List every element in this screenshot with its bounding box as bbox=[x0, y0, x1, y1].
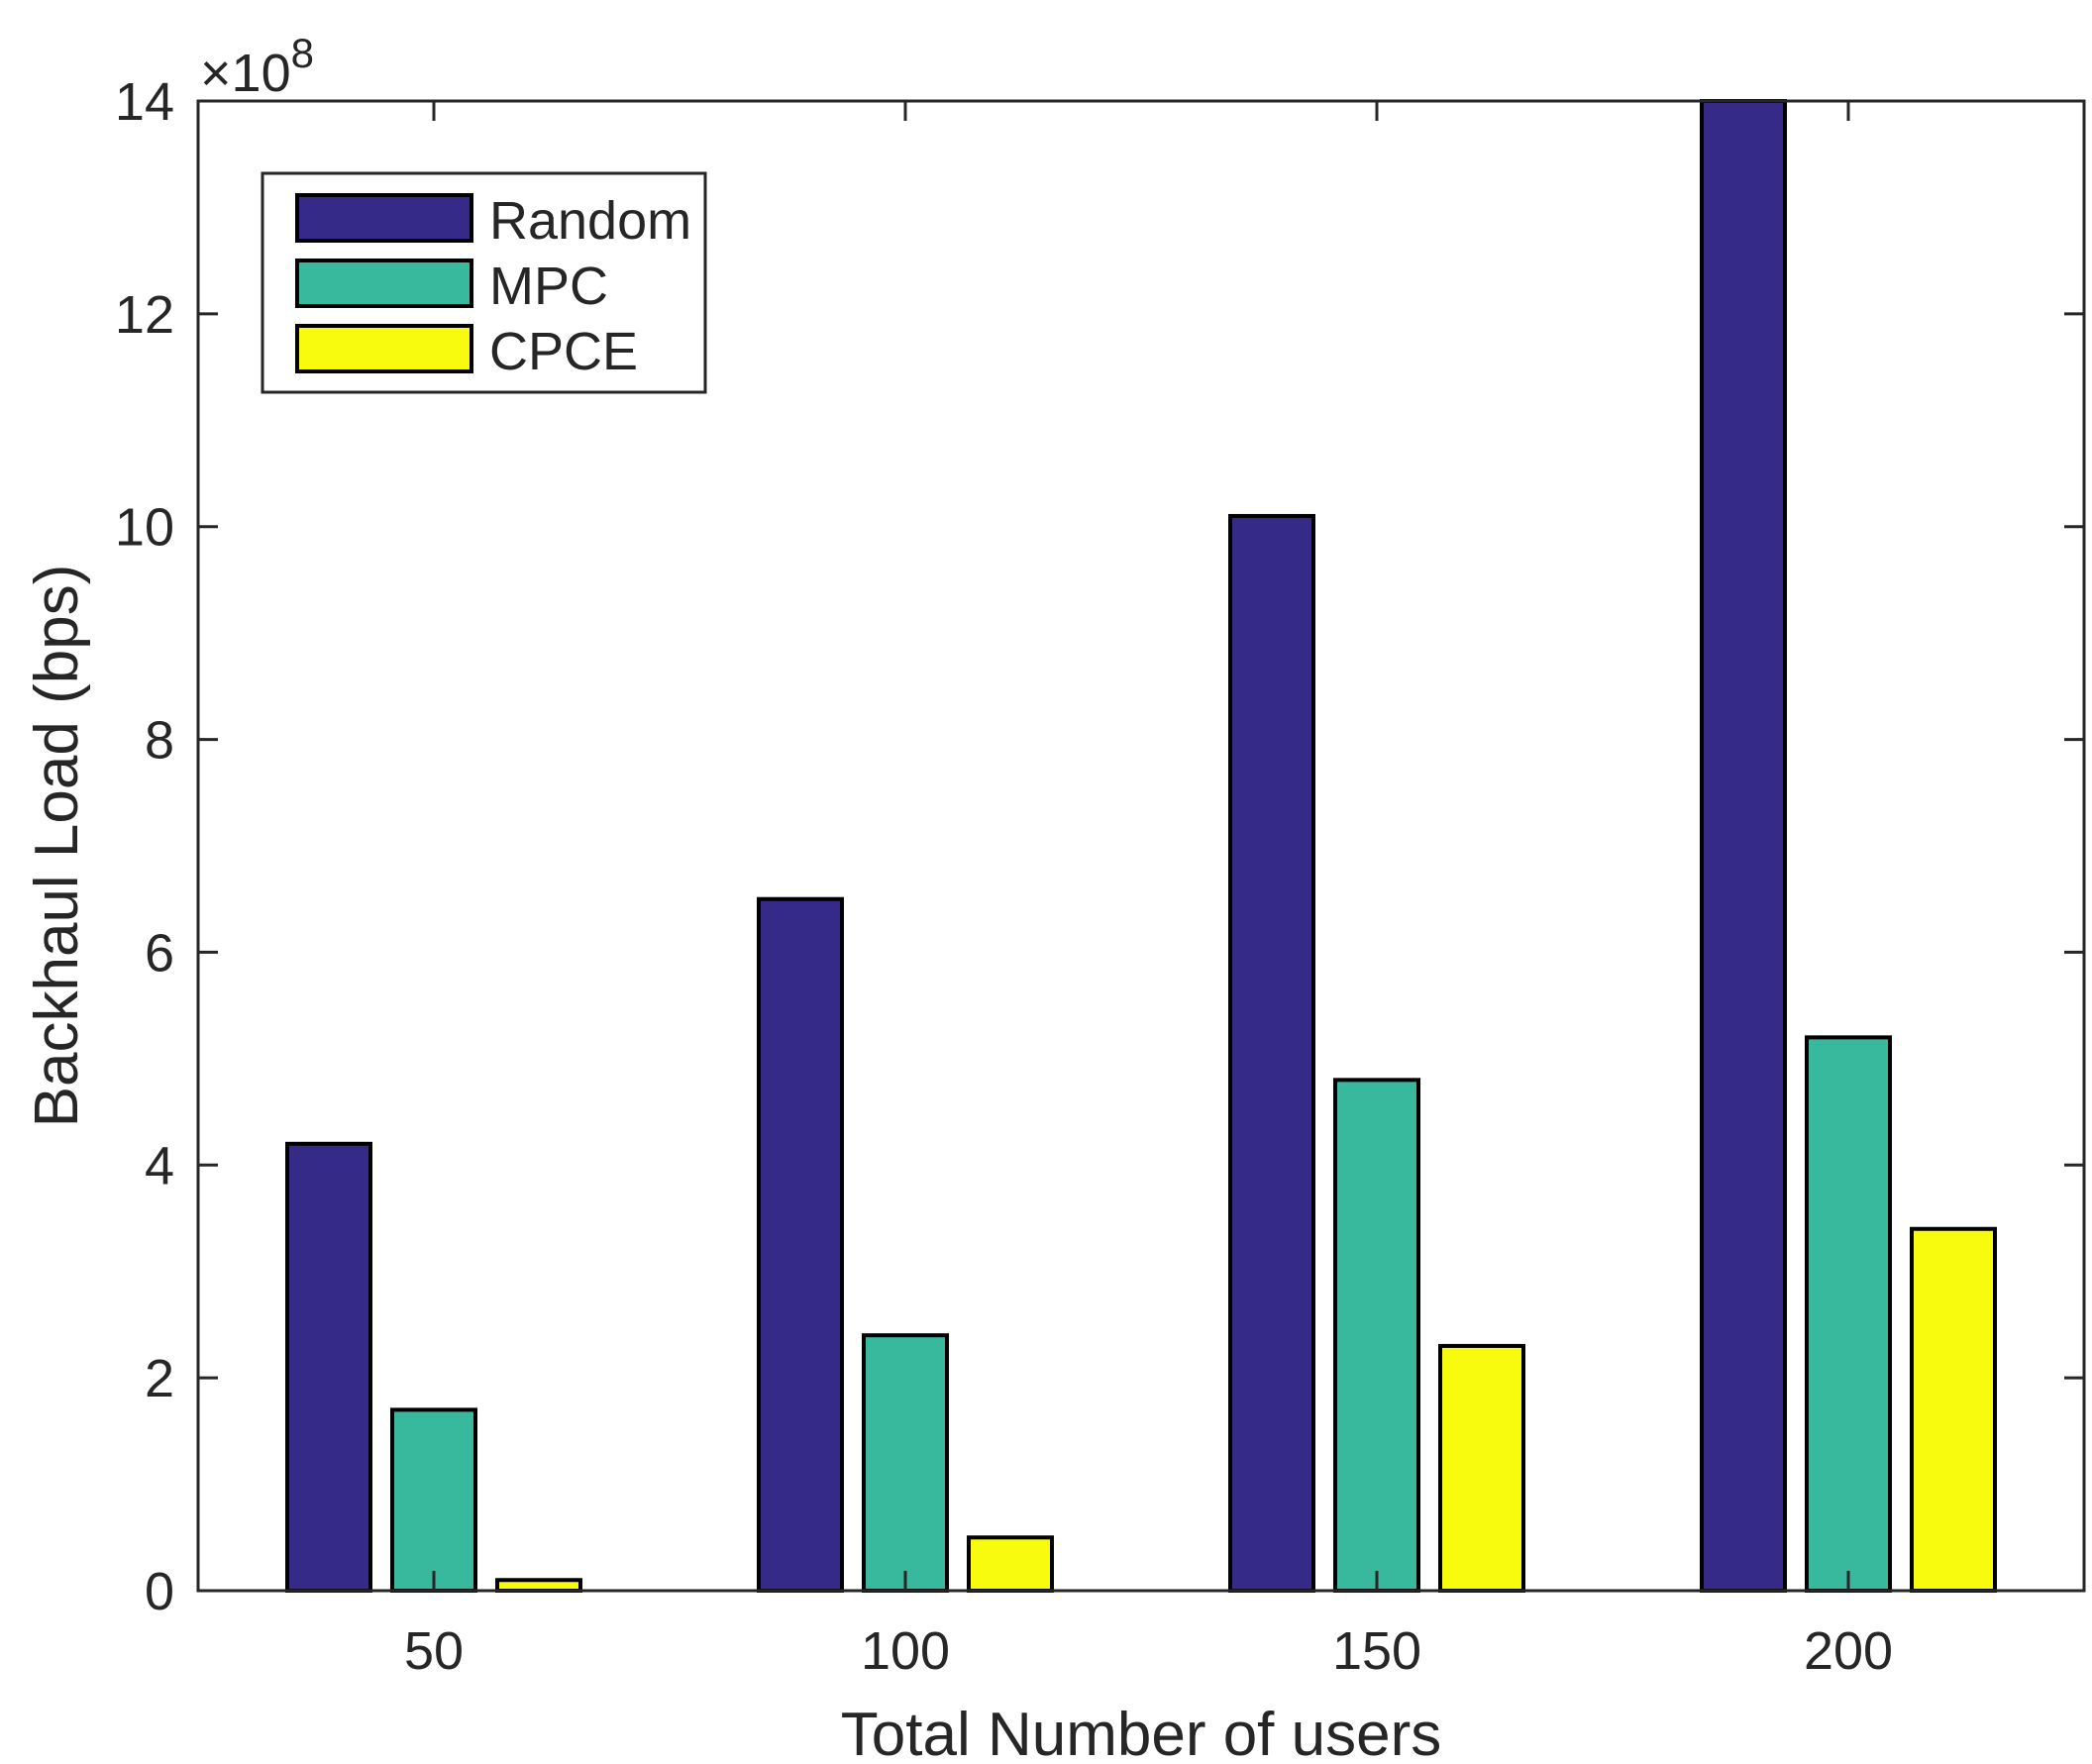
plot-area-frame bbox=[196, 99, 2086, 1593]
exponent-prefix: ×10 bbox=[200, 44, 291, 103]
x-tick-label: 200 bbox=[1804, 1621, 1893, 1681]
y-tick-label: 14 bbox=[115, 72, 174, 132]
bar-mpc-200 bbox=[1805, 1035, 1892, 1594]
legend-label-mpc: MPC bbox=[489, 257, 608, 316]
legend-label-cpce: CPCE bbox=[489, 322, 638, 381]
legend-swatch-random bbox=[295, 193, 473, 243]
y-tick-label: 12 bbox=[115, 285, 174, 345]
bar-cpce-100 bbox=[967, 1535, 1054, 1594]
x-tick-label: 50 bbox=[404, 1621, 464, 1681]
y-axis-label: Backhaul Load (bps) bbox=[23, 565, 91, 1128]
y-tick-label: 10 bbox=[115, 498, 174, 558]
y-tick-label: 8 bbox=[145, 711, 174, 771]
bar-cpce-150 bbox=[1438, 1343, 1525, 1594]
legend-label-random: Random bbox=[489, 191, 691, 251]
bar-mpc-150 bbox=[1333, 1078, 1420, 1594]
bar-cpce-50 bbox=[495, 1578, 582, 1594]
y-tick-label: 4 bbox=[145, 1136, 174, 1195]
x-tick-label: 100 bbox=[861, 1621, 950, 1681]
legend-swatch-mpc bbox=[295, 259, 473, 308]
bar-random-100 bbox=[757, 896, 844, 1593]
x-axis-label: Total Number of users bbox=[841, 1701, 1441, 1764]
legend-swatch-cpce bbox=[295, 324, 473, 373]
x-tick-label: 150 bbox=[1332, 1621, 1421, 1681]
bar-cpce-200 bbox=[1910, 1226, 1997, 1593]
bar-mpc-100 bbox=[862, 1333, 949, 1593]
bar-mpc-50 bbox=[390, 1407, 477, 1594]
bar-random-150 bbox=[1228, 513, 1315, 1593]
legend: Random MPC CPCE bbox=[261, 171, 707, 394]
tick-labels-group: 50 100 150 200 0 2 4 6 8 10 12 14 bbox=[115, 72, 1893, 1681]
exponent-power: 8 bbox=[291, 30, 314, 76]
bar-random-200 bbox=[1700, 99, 1787, 1593]
y-tick-label: 6 bbox=[145, 923, 174, 983]
y-tick-label: 2 bbox=[145, 1349, 174, 1408]
bars-group bbox=[285, 99, 1997, 1594]
y-tick-label: 0 bbox=[145, 1562, 174, 1621]
exponent-label: ×108 bbox=[200, 30, 314, 103]
bar-random-50 bbox=[285, 1141, 372, 1594]
